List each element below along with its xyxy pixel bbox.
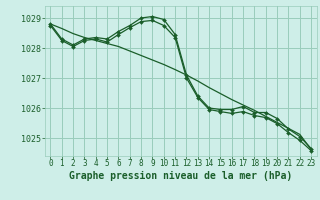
X-axis label: Graphe pression niveau de la mer (hPa): Graphe pression niveau de la mer (hPa) <box>69 171 292 181</box>
